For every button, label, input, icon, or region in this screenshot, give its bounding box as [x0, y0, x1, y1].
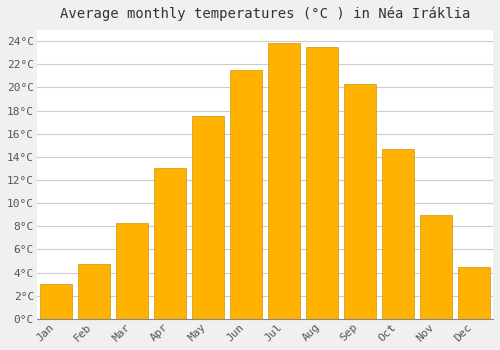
Bar — [116, 223, 148, 319]
Bar — [40, 284, 72, 319]
Bar — [306, 47, 338, 319]
Bar — [344, 84, 376, 319]
Bar — [78, 265, 110, 319]
Bar — [420, 215, 452, 319]
Bar — [382, 149, 414, 319]
Bar — [268, 43, 300, 319]
Bar — [458, 267, 490, 319]
Bar — [154, 168, 186, 319]
Bar — [192, 116, 224, 319]
Title: Average monthly temperatures (°C ) in Néa Iráklia: Average monthly temperatures (°C ) in Né… — [60, 7, 470, 21]
Bar — [230, 70, 262, 319]
